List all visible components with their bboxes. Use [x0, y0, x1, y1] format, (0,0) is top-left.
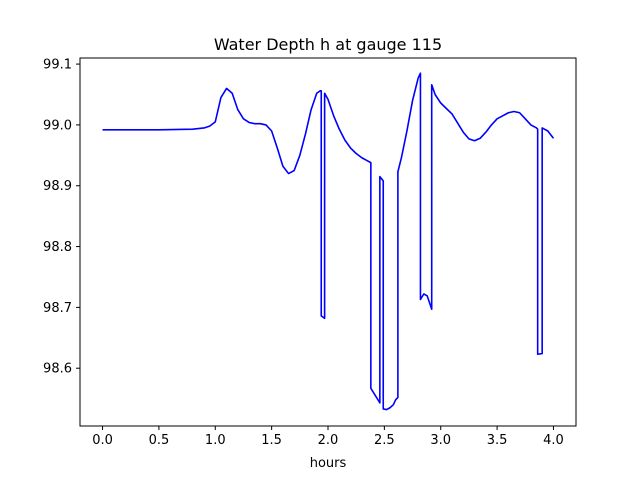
chart-title: Water Depth h at gauge 115 [214, 35, 442, 54]
x-tick-label: 0.5 [149, 433, 170, 448]
x-tick-label: 4.0 [543, 433, 564, 448]
y-tick-label: 99.1 [43, 58, 72, 73]
y-tick-label: 99.0 [43, 118, 72, 133]
x-axis-label: hours [310, 456, 347, 471]
x-tick-label: 2.5 [374, 433, 395, 448]
plot-frame [79, 57, 577, 427]
y-tick-label: 98.9 [43, 179, 72, 194]
x-tick-label: 3.5 [487, 433, 508, 448]
y-tick-label: 98.7 [43, 301, 72, 316]
x-tick-label: 3.0 [430, 433, 451, 448]
x-tick-label: 2.0 [318, 433, 339, 448]
x-tick-label: 1.5 [261, 433, 282, 448]
x-tick-label: 1.0 [205, 433, 226, 448]
y-tick-label: 98.8 [43, 240, 72, 255]
x-tick-label: 0.0 [92, 433, 113, 448]
y-tick-label: 98.6 [43, 362, 72, 377]
axes: 0.0 0.5 1.0 1.5 2.0 2.5 3.0 3.5 4.0 98.6 98.7 98.8 9… [43, 57, 577, 448]
series-line-0 [102, 72, 555, 411]
plot-area [102, 72, 555, 411]
